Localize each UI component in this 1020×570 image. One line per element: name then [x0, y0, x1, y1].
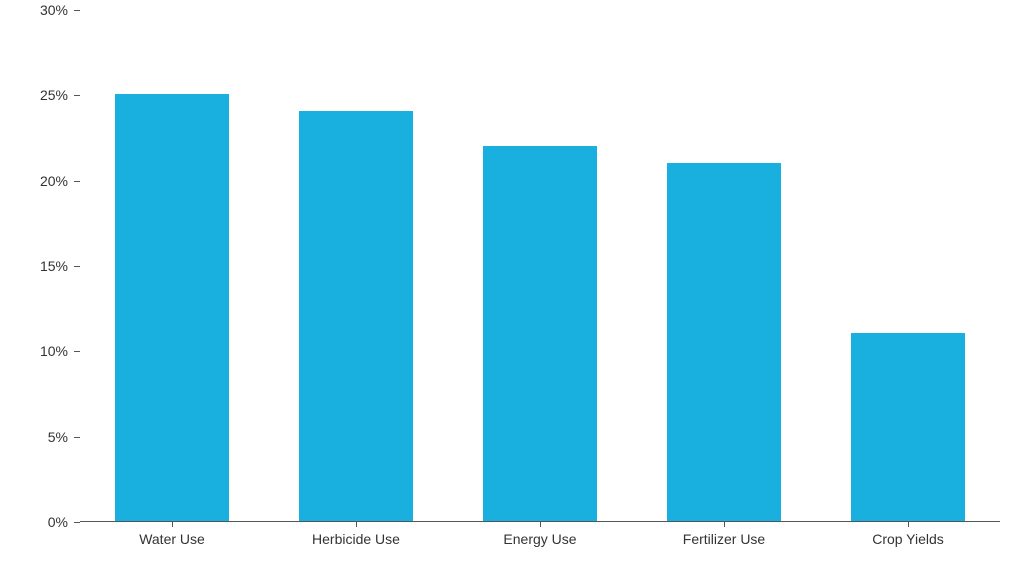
- plot-area: 0%5%10%15%20%25%30%Water UseHerbicide Us…: [80, 10, 1000, 522]
- y-tick-label: 0%: [48, 514, 68, 530]
- y-tick-mark: [74, 437, 80, 438]
- bar-chart: 0% 5% 10% 15% 20% 25% 30% Water Use Herbicide Us…: [0, 0, 1020, 570]
- x-tick-mark: [540, 521, 541, 527]
- x-tick-mark: [356, 521, 357, 527]
- bar: [851, 333, 965, 521]
- bar: [483, 146, 597, 521]
- x-tick-label: Crop Yields: [872, 531, 944, 547]
- x-tick-label: Herbicide Use: [312, 531, 400, 547]
- y-tick-mark: [74, 10, 80, 11]
- y-tick-mark: [74, 181, 80, 182]
- y-tick-mark: [74, 266, 80, 267]
- y-tick-label: 15%: [40, 258, 68, 274]
- y-tick-label: 30%: [40, 2, 68, 18]
- y-tick-mark: [74, 351, 80, 352]
- y-tick-label: 5%: [48, 429, 68, 445]
- x-tick-mark: [908, 521, 909, 527]
- x-tick-label: Energy Use: [503, 531, 576, 547]
- bar: [299, 111, 413, 521]
- y-tick-label: 25%: [40, 87, 68, 103]
- y-tick-mark: [74, 95, 80, 96]
- bar: [667, 163, 781, 521]
- x-tick-label: Fertilizer Use: [683, 531, 765, 547]
- y-tick-label: 10%: [40, 343, 68, 359]
- y-tick-mark: [74, 522, 80, 523]
- x-tick-label: Water Use: [139, 531, 205, 547]
- x-tick-mark: [724, 521, 725, 527]
- y-tick-label: 20%: [40, 173, 68, 189]
- x-tick-mark: [172, 521, 173, 527]
- bar: [115, 94, 229, 521]
